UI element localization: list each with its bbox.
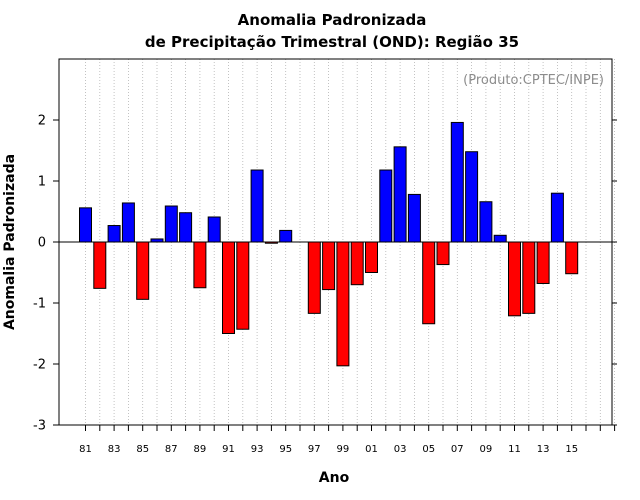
bar-2011	[508, 241, 521, 317]
bar-2006	[436, 241, 450, 266]
chart-title-line1: Anomalia Padronizada	[238, 11, 427, 29]
bar-1997	[307, 241, 321, 314]
product-credit: (Produto:CPTEC/INPE)	[463, 73, 604, 88]
y-tick-label: 1	[38, 175, 46, 190]
x-tick-label: 13	[537, 444, 550, 455]
x-tick-label: 89	[194, 444, 207, 455]
x-tick-label: 87	[165, 444, 178, 455]
x-tick-label: 11	[508, 444, 521, 455]
bar-1991	[222, 241, 235, 334]
bar-2008	[465, 151, 479, 243]
x-axis: 81 83 85 87 89 91 93 95 97 99 01 03 05 07 09 11 13 15	[79, 425, 616, 455]
bar-2000	[350, 241, 364, 286]
y-tick-label: -2	[33, 358, 46, 373]
y-axis: 2 1 0 -1 -2 -3	[33, 114, 617, 434]
bar-2015	[565, 241, 579, 275]
bar-2009	[479, 201, 493, 243]
bar-2012	[522, 241, 536, 314]
bar-1993	[250, 169, 264, 243]
bar-2014	[550, 192, 564, 243]
x-tick-label: 91	[222, 444, 235, 455]
bar-1982	[93, 241, 107, 289]
bar-2002	[379, 169, 393, 243]
bar-1988	[179, 212, 193, 243]
bar-2003	[393, 146, 407, 243]
y-tick-label: 0	[38, 236, 46, 251]
bar-2001	[365, 241, 378, 273]
bar-2007	[450, 121, 464, 243]
bars	[79, 121, 579, 367]
bar-2005	[422, 241, 436, 325]
x-tick-label: 01	[365, 444, 378, 455]
x-tick-label: 93	[251, 444, 264, 455]
x-tick-label: 05	[422, 444, 435, 455]
bar-1999	[336, 241, 350, 367]
y-axis-label: Anomalia Padronizada	[2, 154, 18, 330]
bar-1985	[136, 241, 150, 300]
bar-2013	[536, 241, 550, 284]
x-tick-label: 97	[308, 444, 321, 455]
y-tick-label: -3	[33, 419, 46, 434]
bar-1992	[236, 241, 250, 330]
bar-1984	[121, 202, 135, 243]
bar-1987	[164, 205, 178, 243]
x-axis-label: Ano	[319, 470, 350, 486]
x-tick-label: 83	[108, 444, 121, 455]
x-tick-label: 85	[136, 444, 149, 455]
bar-2004	[407, 193, 421, 243]
x-tick-label: 09	[480, 444, 493, 455]
x-tick-label: 99	[337, 444, 350, 455]
y-tick-label: -1	[33, 297, 46, 312]
bar-1998	[322, 241, 336, 291]
bar-1995	[279, 229, 293, 243]
bar-2010	[493, 234, 507, 243]
bar-1983	[107, 225, 121, 243]
x-tick-label: 15	[565, 444, 578, 455]
x-tick-label: 95	[279, 444, 292, 455]
x-tick-label: 81	[79, 444, 92, 455]
y-tick-label: 2	[38, 114, 46, 129]
x-tick-label: 03	[394, 444, 407, 455]
bar-1990	[207, 216, 221, 243]
bar-1981	[79, 207, 92, 243]
chart-title-line2: de Precipitação Trimestral (OND): Região…	[145, 33, 519, 51]
bar-1989	[193, 241, 207, 289]
x-tick-label: 07	[451, 444, 464, 455]
